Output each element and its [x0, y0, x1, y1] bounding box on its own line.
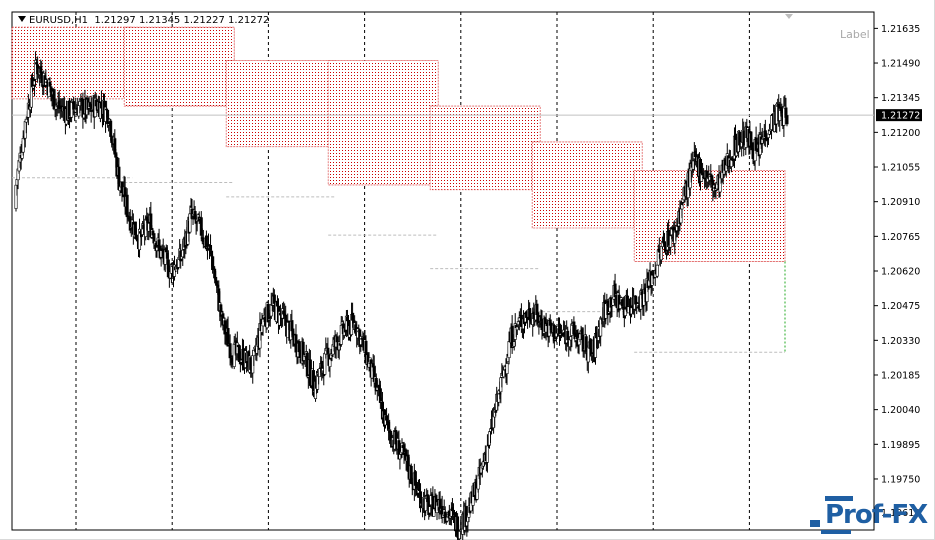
candle-body — [24, 118, 28, 123]
y-axis-tick-label: 1.21490 — [881, 59, 920, 70]
candle-body — [507, 341, 511, 359]
text-label-object[interactable]: Label — [840, 28, 870, 41]
logo-bar — [821, 530, 851, 534]
logo-text: Prof-FX — [825, 500, 928, 530]
supply-zone — [531, 141, 643, 229]
y-axis-tick-label: 1.20040 — [881, 405, 920, 416]
high-value: 1.21345 — [138, 15, 181, 26]
candle-body — [109, 120, 113, 137]
candle-body — [494, 411, 498, 413]
candle-body — [138, 228, 142, 251]
candle-body — [113, 138, 117, 155]
supply-zone — [123, 26, 235, 107]
candle-body — [584, 336, 588, 352]
candle-body — [301, 341, 305, 362]
symbol-label: EURUSD — [29, 15, 71, 26]
candle-body — [586, 346, 590, 363]
candle-body — [339, 325, 343, 345]
candle-body — [72, 101, 76, 110]
candle-body — [419, 491, 423, 509]
candle-body — [572, 321, 576, 335]
open-value: 1.21297 — [94, 15, 136, 26]
candle-body — [311, 370, 315, 391]
candle-body — [210, 250, 214, 257]
supply-zone — [327, 60, 439, 186]
candle-body — [125, 194, 129, 218]
y-axis-tick-label: 1.19610 — [881, 508, 920, 519]
candle-body — [599, 317, 603, 337]
candle-body — [261, 318, 265, 327]
candle-body — [680, 204, 684, 210]
candle-body — [566, 330, 570, 341]
candle-body — [505, 363, 509, 374]
chart-header: EURUSD,H1 1.21297 1.21345 1.21227 1.2127… — [18, 15, 269, 26]
current-price-label: 1.21272 — [881, 111, 920, 122]
supply-zone — [429, 105, 541, 191]
prof-fx-logo: Prof-FX — [809, 494, 933, 538]
y-axis-tick-label: 1.21635 — [881, 24, 920, 35]
close-value: 1.21272 — [228, 15, 270, 26]
candle-body — [785, 115, 789, 125]
y-axis-tick-label: 1.20185 — [881, 370, 920, 381]
y-axis-tick-label: 1.21055 — [881, 163, 920, 174]
candle-body — [209, 245, 213, 251]
low-value: 1.21227 — [183, 15, 225, 26]
timeframe-label: H1 — [74, 15, 89, 26]
current-price-box — [876, 109, 922, 122]
candle-body — [228, 343, 232, 359]
logo-bar — [825, 496, 853, 501]
candle-body — [151, 230, 155, 236]
candle-body — [252, 350, 256, 357]
y-axis-tick-label: 1.21200 — [881, 128, 920, 139]
y-axis-tick-label: 1.20765 — [881, 232, 920, 243]
candle-body — [378, 388, 382, 403]
y-axis-tick-label: 1.20475 — [881, 301, 920, 312]
candle-body — [445, 516, 449, 522]
candle-body — [21, 138, 25, 153]
candle-body — [272, 294, 276, 304]
candle-body — [623, 308, 627, 316]
candle-body — [655, 264, 659, 277]
candle-body — [328, 358, 332, 367]
candle-body — [157, 239, 161, 247]
y-axis-tick-label: 1.19895 — [881, 440, 920, 451]
y-axis-tick-label: 1.20910 — [881, 197, 920, 208]
candle-body — [432, 508, 436, 517]
collapse-triangle-icon[interactable] — [18, 16, 26, 22]
supply-zone — [11, 26, 133, 100]
y-axis-tick-label: 1.21345 — [881, 93, 920, 104]
candle-body — [385, 415, 389, 421]
y-axis-tick-label: 1.20330 — [881, 336, 920, 347]
candle-body — [48, 81, 52, 87]
y-axis-tick-label: 1.20620 — [881, 267, 920, 278]
candle-body — [510, 325, 514, 349]
candle-body — [204, 235, 208, 250]
candle-body — [669, 235, 673, 248]
candle-body — [618, 304, 622, 309]
y-axis-tick-label: 1.19750 — [881, 474, 920, 485]
candle-body — [326, 347, 330, 354]
scroll-marker-icon — [785, 14, 793, 19]
candle-body — [335, 336, 339, 343]
logo-bar — [810, 520, 820, 527]
candle-body — [199, 217, 203, 236]
supply-zone — [225, 60, 337, 148]
candle-body — [485, 445, 489, 463]
candle-body — [70, 102, 74, 118]
candle-body — [476, 475, 480, 490]
